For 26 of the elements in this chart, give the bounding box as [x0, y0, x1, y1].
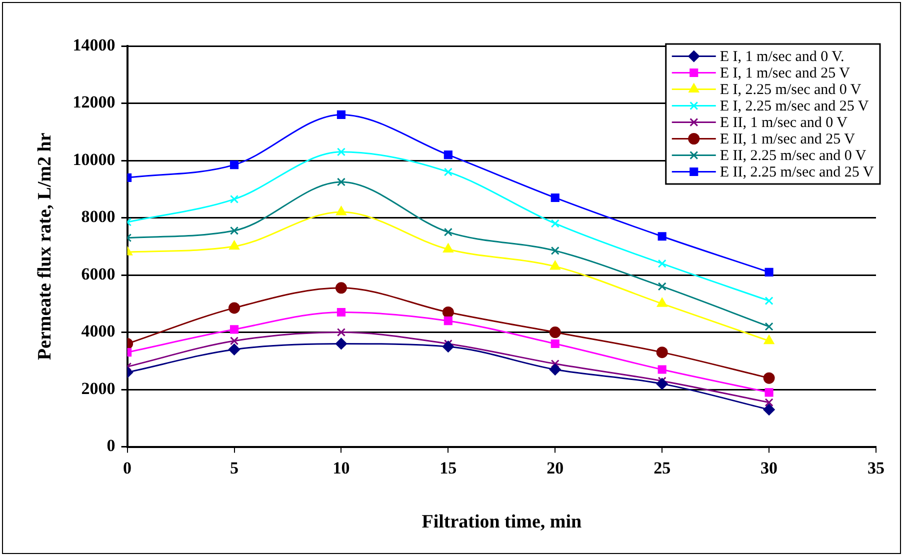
legend-label: E I, 2.25 m/sec and 0 V: [720, 82, 862, 98]
y-tick-label: 4000: [81, 322, 116, 341]
y-tick-label: 8000: [81, 207, 116, 226]
x-tick-label: 10: [332, 458, 350, 478]
x-tick-label: 15: [440, 458, 457, 478]
y-tick-label: 6000: [81, 264, 116, 284]
x-tick-label: 25: [654, 458, 671, 478]
y-tick-label: 2000: [81, 378, 116, 398]
y-tick-label: 10000: [72, 150, 116, 169]
y-axis-title: Permeate flux rate, L/m2 hr: [34, 132, 56, 360]
x-axis-title: Filtration time, min: [422, 512, 582, 533]
x-tick-label: 5: [230, 458, 239, 478]
legend-label: E II, 1 m/sec and 0 V: [720, 115, 848, 132]
y-tick-label: 14000: [72, 35, 116, 54]
legend-label: E II, 2.25 m/sec and 0 V: [720, 148, 866, 164]
x-tick-label: 0: [123, 458, 132, 478]
x-tick-label: 30: [760, 458, 778, 478]
x-tick-label: 20: [546, 458, 564, 478]
x-tick-label: 35: [868, 458, 884, 478]
legend-label: E I, 1 m/sec and 25 V: [720, 66, 850, 82]
y-tick-label: 0: [106, 436, 116, 456]
y-tick-label: 12000: [72, 92, 116, 112]
legend-label: E I, 1 m/sec and 0 V.: [720, 49, 844, 66]
legend-label: E II, 1 m/sec and 25 V: [720, 132, 856, 148]
legend-label: E I, 2.25 m/sec and 25 V: [720, 98, 869, 115]
legend-label: E II, 2.25 m/sec and 25 V: [720, 164, 874, 181]
